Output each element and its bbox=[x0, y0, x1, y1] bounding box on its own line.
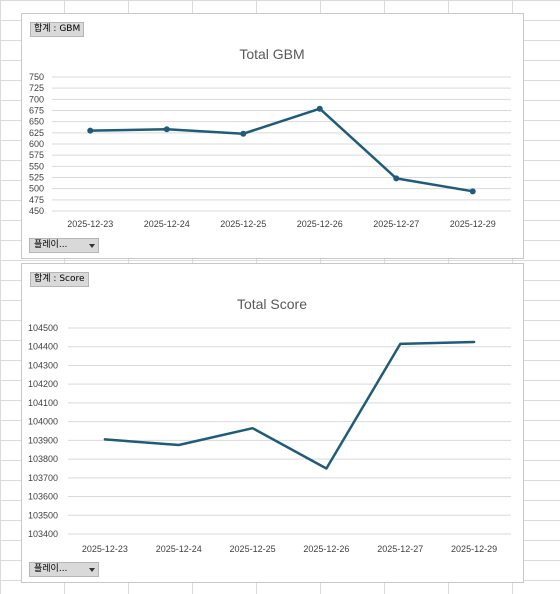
x-tick-label: 2025-12-23 bbox=[82, 544, 128, 554]
x-tick-label: 2025-12-27 bbox=[373, 219, 419, 229]
y-tick-label: 104500 bbox=[28, 323, 58, 333]
x-tick-label: 2025-12-29 bbox=[450, 219, 496, 229]
data-point-marker bbox=[393, 175, 400, 182]
data-point-marker bbox=[163, 126, 170, 133]
y-tick-label: 525 bbox=[29, 173, 44, 183]
x-tick-label: 2025-12-23 bbox=[67, 219, 113, 229]
data-point-marker bbox=[240, 130, 247, 137]
y-tick-label: 675 bbox=[29, 106, 44, 116]
series-line bbox=[89, 107, 475, 193]
y-tick-label: 104300 bbox=[28, 360, 58, 370]
score-pivot-chart[interactable]: 합계 : Score Total Score 103400 103500 103600… bbox=[21, 263, 524, 583]
x-tick-label: 2025-12-24 bbox=[156, 544, 202, 554]
gbm-pivot-chart[interactable]: 합계 : GBM Total GBM 450 475 500 525 550 575 600 6… bbox=[21, 13, 524, 259]
y-tick-label: 700 bbox=[29, 94, 44, 104]
y-tick-label: 650 bbox=[29, 117, 44, 127]
y-tick-label: 103800 bbox=[28, 454, 58, 464]
y-tick-label: 103600 bbox=[28, 492, 58, 502]
y-tick-label: 104400 bbox=[28, 342, 58, 352]
y-tick-label: 103400 bbox=[28, 529, 58, 539]
score-chart-plot: Total Score 103400 103500 103600 103700 10380… bbox=[28, 296, 511, 554]
chevron-down-icon bbox=[89, 568, 95, 572]
sum-score-field-button[interactable]: 합계 : Score bbox=[30, 272, 89, 287]
player-filter-label: 플레이... bbox=[34, 240, 68, 250]
y-tick-label: 103900 bbox=[28, 435, 58, 445]
x-tick-label: 2025-12-26 bbox=[303, 544, 349, 554]
y-tick-label: 103700 bbox=[28, 473, 58, 483]
x-tick-label: 2025-12-26 bbox=[297, 219, 343, 229]
y-tick-label: 104100 bbox=[28, 398, 58, 408]
y-tick-label: 104200 bbox=[28, 379, 58, 389]
x-tick-label: 2025-12-24 bbox=[144, 219, 190, 229]
chart-title: Total Score bbox=[237, 296, 307, 312]
player-filter-dropdown[interactable]: 플레이... bbox=[29, 562, 99, 577]
player-filter-label: 플레이... bbox=[34, 564, 68, 574]
y-tick-label: 103500 bbox=[28, 510, 58, 520]
chevron-down-icon bbox=[89, 244, 95, 248]
y-tick-label: 575 bbox=[29, 150, 44, 160]
y-tick-label: 550 bbox=[29, 161, 44, 171]
y-tick-label: 600 bbox=[29, 139, 44, 149]
sum-gbm-field-button[interactable]: 합계 : GBM bbox=[30, 22, 85, 37]
y-tick-label: 450 bbox=[29, 206, 44, 216]
data-point-marker bbox=[316, 105, 323, 112]
y-tick-label: 500 bbox=[29, 184, 44, 194]
y-tick-label: 725 bbox=[29, 83, 44, 93]
player-filter-dropdown[interactable]: 플레이... bbox=[29, 238, 99, 253]
series-line bbox=[103, 340, 476, 470]
data-point-marker bbox=[469, 188, 476, 195]
y-tick-label: 475 bbox=[29, 195, 44, 205]
y-tick-label: 750 bbox=[29, 72, 44, 82]
y-tick-label: 104000 bbox=[28, 417, 58, 427]
y-tick-label: 625 bbox=[29, 128, 44, 138]
x-tick-label: 2025-12-29 bbox=[451, 544, 497, 554]
chart-title: Total GBM bbox=[239, 46, 304, 62]
x-tick-label: 2025-12-25 bbox=[230, 544, 276, 554]
x-tick-label: 2025-12-25 bbox=[220, 219, 266, 229]
x-tick-label: 2025-12-27 bbox=[377, 544, 423, 554]
data-point-marker bbox=[87, 127, 94, 134]
